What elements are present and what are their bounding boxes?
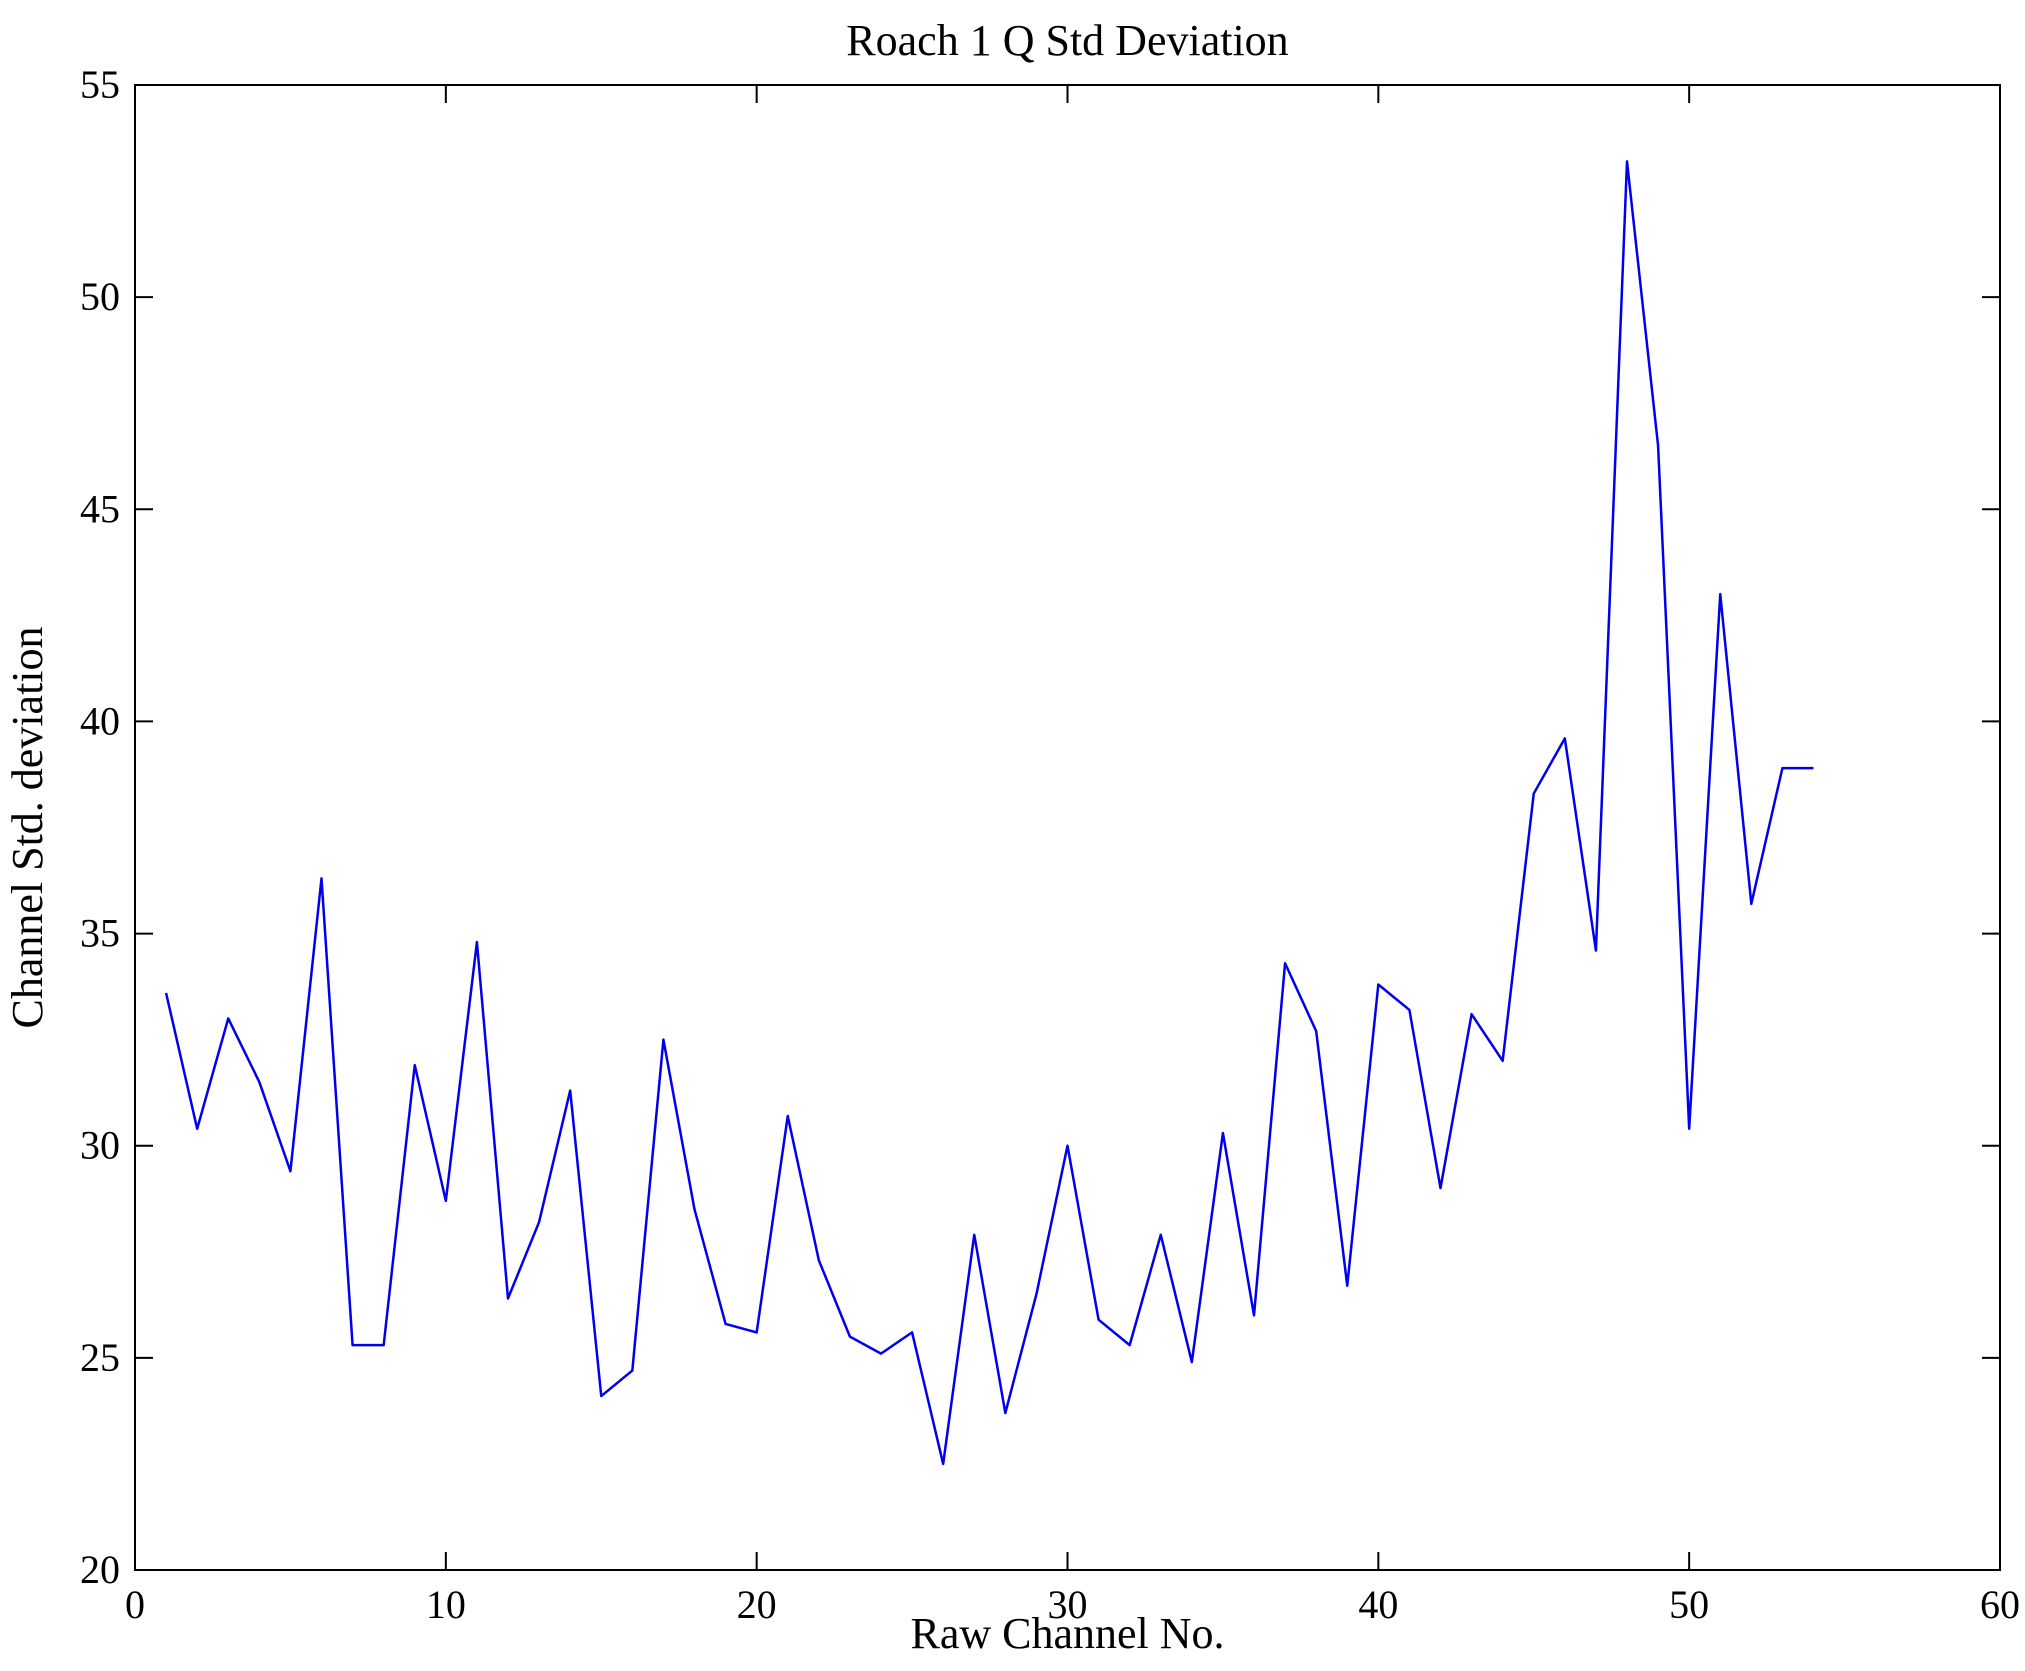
y-tick-label: 25 <box>80 1335 120 1380</box>
x-tick-label: 0 <box>125 1582 145 1627</box>
x-tick-label: 50 <box>1669 1582 1709 1627</box>
y-tick-label: 35 <box>80 911 120 956</box>
x-tick-label: 30 <box>1048 1582 1088 1627</box>
y-tick-label: 45 <box>80 486 120 531</box>
plot-box <box>134 84 2001 1571</box>
y-tick-label: 50 <box>80 274 120 319</box>
x-tick-label: 20 <box>737 1582 777 1627</box>
x-tick-label: 60 <box>1980 1582 2020 1627</box>
y-tick-label: 30 <box>80 1123 120 1168</box>
data-series <box>164 160 1814 1466</box>
x-tick-label: 40 <box>1358 1582 1398 1627</box>
y-axis-label: Channel Std. deviation <box>3 626 52 1028</box>
x-axis-label: Raw Channel No. <box>910 1609 1224 1658</box>
x-tick-label: 10 <box>426 1582 466 1627</box>
std-deviation-line <box>164 160 1814 1466</box>
y-tick-label: 55 <box>80 62 120 107</box>
chart-title: Roach 1 Q Std Deviation <box>846 16 1288 65</box>
y-tick-label: 20 <box>80 1547 120 1592</box>
axis-tick-labels: 0 10 20 30 40 50 60 20 25 30 35 40 45 50 55 <box>80 62 2020 1627</box>
y-tick-label: 40 <box>80 698 120 743</box>
axis-ticks <box>134 84 2001 1571</box>
